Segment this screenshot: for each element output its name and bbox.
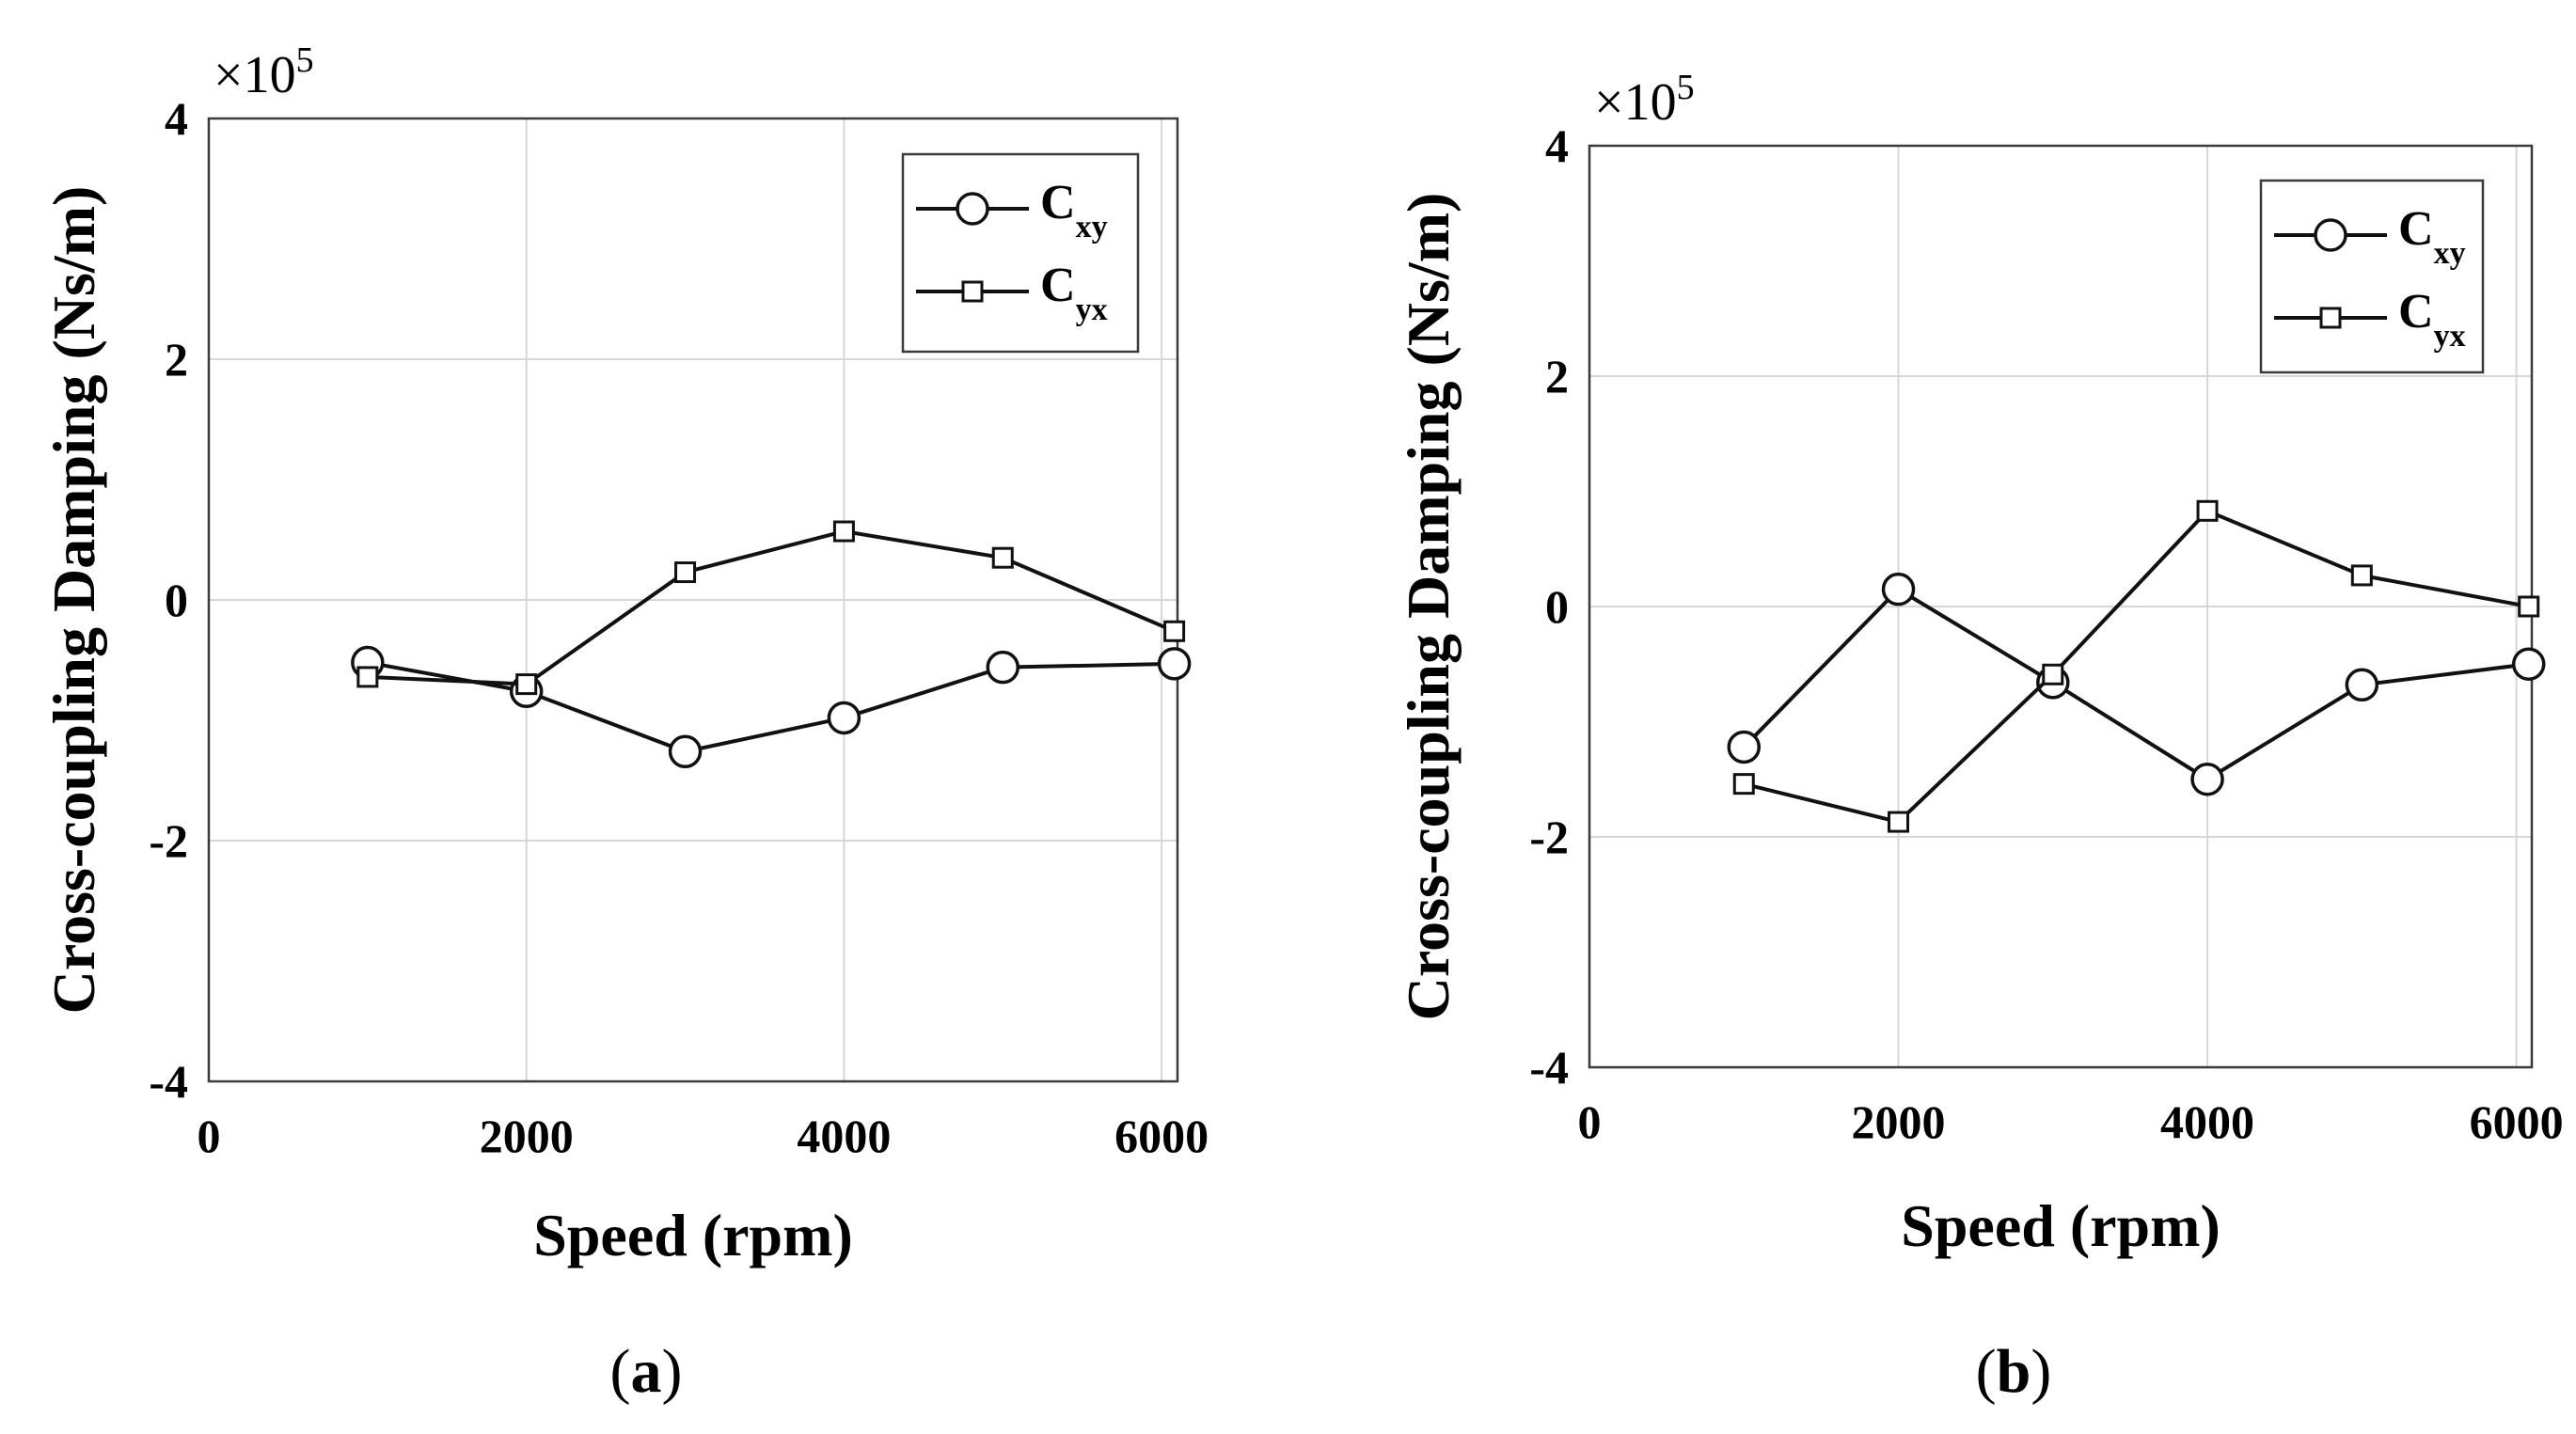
- data-point-cxy: [2511, 647, 2546, 681]
- exponent-power: 5: [1677, 68, 1695, 107]
- x-tick-label: 0: [198, 1110, 221, 1162]
- legend-label-sub-cyx: yx: [2434, 319, 2466, 354]
- legend-marker-cxy: [2314, 218, 2347, 252]
- y-axis-label: Cross-coupling Damping (Ns/m): [1395, 193, 1462, 1021]
- x-tick-label: 4000: [797, 1110, 891, 1162]
- panel-label: (a): [610, 1337, 683, 1406]
- legend-marker-cxy: [956, 192, 989, 226]
- exponent-power: 5: [296, 40, 314, 80]
- data-point-cyx: [1888, 811, 1910, 833]
- data-point-cxy: [1157, 647, 1192, 681]
- exponent-label: ×105: [213, 40, 314, 104]
- data-point-cyx: [674, 561, 697, 584]
- x-axis-label: Speed (rpm): [533, 1202, 853, 1269]
- y-tick-label: 0: [165, 574, 188, 626]
- series-line-cxy: [367, 660, 1175, 754]
- y-tick-label: 2: [165, 333, 188, 386]
- x-tick-label: 2000: [1852, 1095, 1946, 1148]
- y-tick-label: 4: [165, 92, 188, 145]
- legend-marker-cyx: [2319, 307, 2342, 329]
- y-tick-label: 0: [1545, 580, 1569, 633]
- data-point-cxy: [668, 734, 703, 769]
- legend-label-sub-cyx: yx: [1076, 292, 1108, 327]
- data-point-cyx: [991, 546, 1014, 569]
- data-point-cxy: [986, 650, 1020, 685]
- data-point-cxy: [1727, 730, 1762, 764]
- y-tick-label: 4: [1545, 119, 1569, 172]
- x-axis-label: Speed (rpm): [1901, 1192, 2220, 1259]
- x-tick-label: 4000: [2160, 1095, 2254, 1148]
- chart-panel-a: 0 2000 4000 6000 -4 -2 0 2 4 ×105 Speed (rpm) Cross…: [40, 40, 1209, 1406]
- data-point-cyx: [2350, 564, 2373, 587]
- x-tick-label: 0: [1578, 1095, 1602, 1148]
- x-tick-label: 6000: [2470, 1095, 2564, 1148]
- data-point-cyx: [356, 666, 379, 688]
- series-line-cyx: [367, 528, 1176, 686]
- x-tick-label: 2000: [480, 1110, 574, 1162]
- data-point-cxy: [827, 701, 861, 735]
- series-line-cxy: [1742, 587, 2529, 782]
- panel-label: (b): [1976, 1337, 2052, 1406]
- legend-marker-cyx: [961, 280, 984, 303]
- panel-label-open: (: [610, 1337, 631, 1406]
- panel-label-close: ): [662, 1337, 683, 1406]
- legend-label-sub-cxy: xy: [2434, 236, 2466, 271]
- data-point-cxy: [2345, 668, 2379, 702]
- y-tick-label: -4: [149, 1055, 188, 1108]
- panel-label-open: (: [1976, 1337, 1997, 1406]
- data-point-cyx: [2518, 595, 2540, 618]
- series-line-cyx: [1743, 508, 2530, 825]
- legend-box: [901, 152, 1140, 354]
- legend-box: [2259, 179, 2485, 374]
- data-point-cyx: [2196, 499, 2219, 522]
- y-tick-label: -2: [149, 814, 188, 867]
- legend-label-sub-cxy: xy: [1076, 210, 1108, 244]
- data-point-cxy: [2190, 763, 2224, 796]
- plot-frame: [207, 117, 1179, 1083]
- exponent-label: ×105: [1594, 68, 1695, 132]
- data-point-cyx: [2042, 663, 2064, 685]
- panel-label-close: ): [2031, 1337, 2051, 1406]
- panel-label-letter: b: [1997, 1337, 2031, 1406]
- x-tick-label: 6000: [1114, 1110, 1209, 1162]
- y-tick-label: -4: [1529, 1041, 1569, 1094]
- chart-panel-b: 0 2000 4000 6000 -4 -2 0 2 4 ×105 Speed (rpm) Cross…: [1395, 68, 2564, 1406]
- data-point-cxy: [1881, 572, 1916, 607]
- data-point-cyx: [515, 673, 538, 696]
- data-point-cyx: [1732, 773, 1755, 796]
- data-point-cyx: [1163, 620, 1186, 642]
- data-point-cyx: [832, 520, 855, 543]
- y-axis-label: Cross-coupling Damping (Ns/m): [40, 186, 107, 1015]
- y-tick-label: 2: [1545, 350, 1569, 402]
- panel-label-letter: a: [631, 1337, 662, 1406]
- y-tick-label: -2: [1529, 811, 1569, 863]
